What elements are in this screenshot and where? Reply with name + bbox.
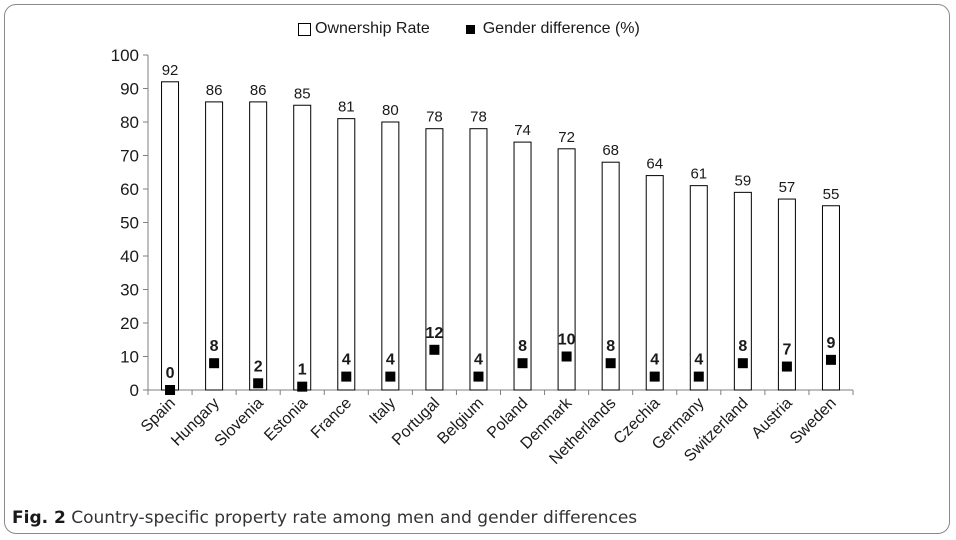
y-tick-label: 90 <box>120 80 139 99</box>
marker-gender-difference <box>561 351 572 362</box>
marker-value-label: 12 <box>426 325 444 342</box>
bar-ownership-rate <box>821 205 840 391</box>
x-tick-label: Estonia <box>261 395 311 445</box>
bar-ownership-rate <box>689 185 708 391</box>
y-tick-label: 20 <box>120 314 139 333</box>
bar-value-label: 64 <box>646 156 663 173</box>
marker-value-label: 4 <box>694 352 703 369</box>
bar-value-label: 86 <box>206 82 223 99</box>
bar-value-label: 61 <box>690 166 707 183</box>
y-tick-label: 70 <box>120 147 139 166</box>
x-tick-label: Portugal <box>389 395 443 449</box>
bar-ownership-rate <box>161 81 180 391</box>
marker-value-label: 4 <box>342 352 351 369</box>
marker-value-label: 4 <box>386 352 395 369</box>
y-tick-label: 10 <box>120 348 139 367</box>
marker-value-label: 0 <box>166 365 175 382</box>
marker-gender-difference <box>781 361 792 372</box>
marker-gender-difference <box>429 344 440 355</box>
x-tick-label: Belgium <box>434 395 487 448</box>
bar-value-label: 57 <box>779 179 796 196</box>
marker-gender-difference <box>341 371 352 382</box>
bar-value-label: 78 <box>426 109 443 126</box>
legend-swatch-ownership <box>298 22 311 36</box>
marker-gender-difference <box>473 371 484 382</box>
y-tick-label: 80 <box>120 113 139 132</box>
marker-gender-difference <box>209 358 220 369</box>
bar-ownership-rate <box>381 121 400 391</box>
bar-ownership-rate <box>513 141 532 391</box>
bar-value-label: 74 <box>514 122 531 139</box>
x-tick-label: Slovenia <box>212 395 267 450</box>
x-tick-label: Spain <box>138 395 179 436</box>
bar-ownership-rate <box>645 175 664 391</box>
marker-gender-difference <box>165 385 176 395</box>
x-tick-label: Sweden <box>787 395 840 448</box>
bar-ownership-rate <box>557 148 576 391</box>
marker-value-label: 4 <box>650 352 659 369</box>
marker-gender-difference <box>825 354 836 365</box>
bar-ownership-rate <box>733 191 752 391</box>
bar-ownership-rate <box>425 128 444 391</box>
bar-value-label: 72 <box>558 129 575 146</box>
marker-value-label: 8 <box>738 338 747 355</box>
bar-ownership-rate <box>777 198 796 391</box>
bar-value-label: 78 <box>470 109 487 126</box>
bar-value-label: 59 <box>735 172 752 189</box>
bar-value-label: 55 <box>823 186 840 203</box>
figure-caption: Fig. 2 Country-specific property rate am… <box>12 508 637 528</box>
marker-value-label: 8 <box>518 338 527 355</box>
chart-legend: Ownership Rate Gender difference (%) <box>298 20 640 38</box>
marker-value-label: 7 <box>782 342 791 359</box>
marker-gender-difference <box>649 371 660 382</box>
bar-ownership-rate <box>469 128 488 391</box>
bar-value-label: 81 <box>338 99 355 116</box>
marker-value-label: 1 <box>298 362 307 379</box>
caption-text: Country-specific property rate among men… <box>71 508 638 528</box>
bar-ownership-rate <box>205 101 224 391</box>
bar-ownership-rate <box>249 101 268 391</box>
marker-gender-difference <box>693 371 704 382</box>
y-tick-label: 60 <box>120 180 139 199</box>
marker-gender-difference <box>737 358 748 369</box>
bar-ownership-rate <box>293 104 312 391</box>
bar-value-label: 68 <box>602 142 619 159</box>
x-tick-label: Italy <box>366 395 399 428</box>
marker-value-label: 8 <box>210 338 219 355</box>
bar-value-label: 86 <box>250 82 267 99</box>
y-tick-label: 40 <box>120 247 139 266</box>
marker-value-label: 2 <box>254 358 263 375</box>
marker-value-label: 8 <box>606 338 615 355</box>
y-tick-label: 0 <box>130 381 139 400</box>
y-tick-label: 30 <box>120 281 139 300</box>
caption-label: Fig. 2 <box>12 508 66 528</box>
legend-label-gender-difference: Gender difference (%) <box>482 20 640 37</box>
legend-label-ownership: Ownership Rate <box>315 20 430 37</box>
x-tick-label: France <box>308 395 355 442</box>
marker-value-label: 9 <box>827 335 836 352</box>
bar-value-label: 92 <box>162 62 179 79</box>
marker-value-label: 10 <box>558 332 576 349</box>
marker-gender-difference <box>517 358 528 369</box>
legend-swatch-gender-difference <box>465 24 475 34</box>
marker-gender-difference <box>297 381 308 392</box>
marker-gender-difference <box>385 371 396 382</box>
y-tick-label: 100 <box>111 46 139 65</box>
marker-value-label: 4 <box>474 352 483 369</box>
bar-value-label: 80 <box>382 102 399 119</box>
bar-ownership-rate <box>601 161 620 391</box>
bar-value-label: 85 <box>294 85 311 102</box>
marker-gender-difference <box>605 358 616 369</box>
bar-ownership-rate <box>337 118 356 391</box>
marker-gender-difference <box>253 378 264 389</box>
y-tick-label: 50 <box>120 214 139 233</box>
